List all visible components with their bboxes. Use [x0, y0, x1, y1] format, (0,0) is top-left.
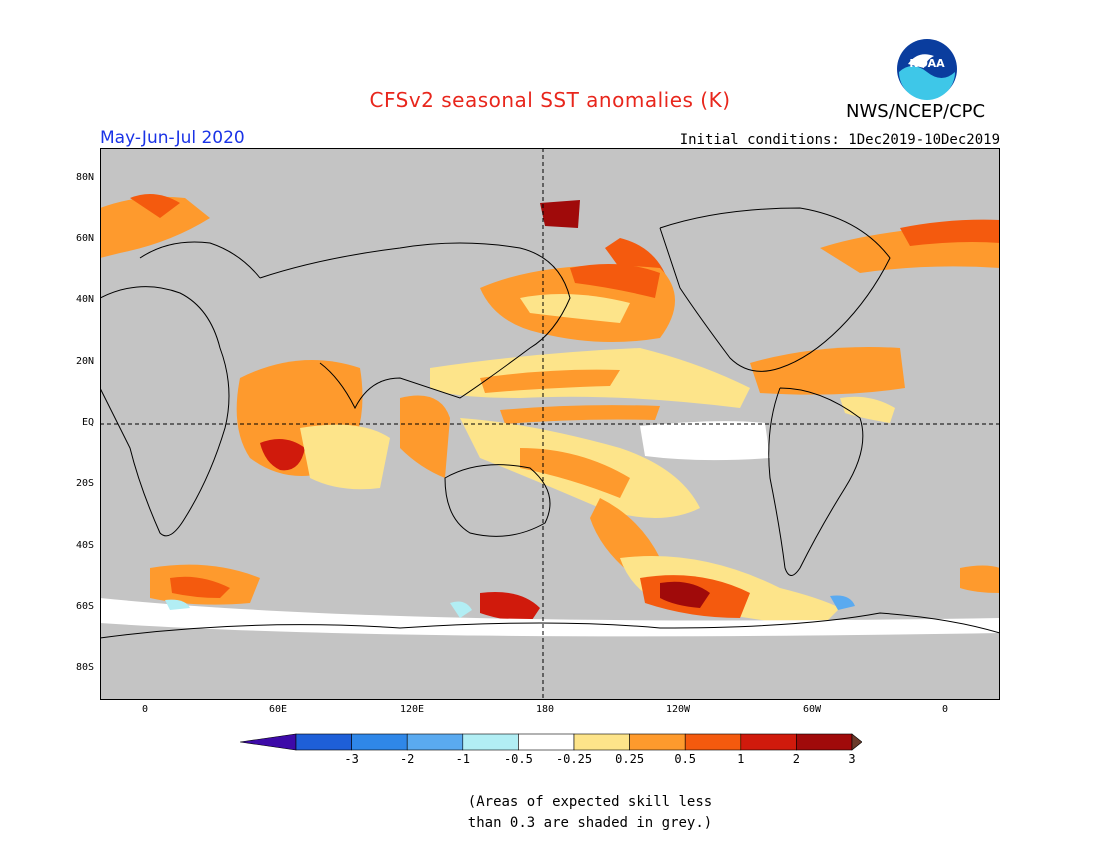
lon-tick-label: 60E [268, 704, 288, 715]
lon-tick-label: 120E [399, 704, 425, 715]
colorbar-label: -0.25 [555, 752, 593, 766]
colorbar-label: 0.25 [615, 752, 645, 766]
lon-tick-label: 0 [941, 704, 949, 715]
logo-text: NOAA [909, 57, 945, 70]
colorbar-label: 3 [848, 752, 856, 766]
lat-tick-label: 80N [75, 171, 94, 183]
colorbar-segment [573, 733, 630, 751]
agency-label: NWS/NCEP/CPC [846, 101, 986, 122]
sst-anomaly-map [100, 148, 1000, 700]
colorbar-label: -3 [344, 752, 359, 766]
anomaly-fields [100, 194, 1000, 637]
lat-tick-label: 40N [75, 294, 94, 306]
lat-tick-label: 40S [75, 539, 94, 551]
lon-tick-label: 120W [665, 704, 691, 715]
colorbar-segment [684, 733, 742, 751]
lon-tick-label: 0 [141, 704, 149, 715]
footnote-line-1: (Areas of expected skill less [467, 794, 713, 810]
footnote-line-2: than 0.3 are shaded in grey.) [467, 815, 713, 831]
lat-tick-label: 60N [75, 233, 94, 244]
lat-tick-label: 80S [75, 662, 94, 674]
colorbar-segment [351, 733, 408, 751]
lat-tick-label: 60S [75, 601, 94, 612]
lat-tick-label: 20S [75, 478, 94, 490]
colorbar-label: -2 [399, 752, 415, 766]
lon-tick-label: 60W [802, 704, 822, 715]
colorbar-label: 2 [792, 752, 800, 766]
season-label: May-Jun-Jul 2020 [100, 128, 245, 148]
colorbar-segment [740, 733, 797, 751]
colorbar-segment [629, 733, 686, 751]
colorbar [240, 733, 862, 751]
coastlines [100, 207, 1000, 639]
colorbar-max-arrow [851, 733, 862, 751]
colorbar-label: 1 [737, 752, 745, 766]
colorbar-label: 0.5 [674, 752, 697, 766]
colorbar-segment [462, 733, 519, 751]
colorbar-segment [796, 733, 853, 751]
colorbar-segment [518, 733, 575, 751]
colorbar-min-arrow [240, 733, 297, 751]
colorbar-segment [406, 733, 464, 751]
lon-tick-label: 180 [535, 704, 555, 715]
footnote: (Areas of expected skill less than 0.3 a… [440, 792, 740, 834]
lat-tick-label: EQ [81, 417, 94, 428]
initial-conditions-label: Initial conditions: 1Dec2019-10Dec2019 [679, 132, 1000, 148]
colorbar-label: -1 [455, 752, 471, 766]
colorbar-label: -0.5 [503, 752, 533, 766]
noaa-logo: NOAA [897, 39, 957, 100]
lat-tick-label: 20N [75, 355, 94, 367]
colorbar-segment [295, 733, 352, 751]
map-title: CFSv2 seasonal SST anomalies (K) [369, 88, 731, 112]
